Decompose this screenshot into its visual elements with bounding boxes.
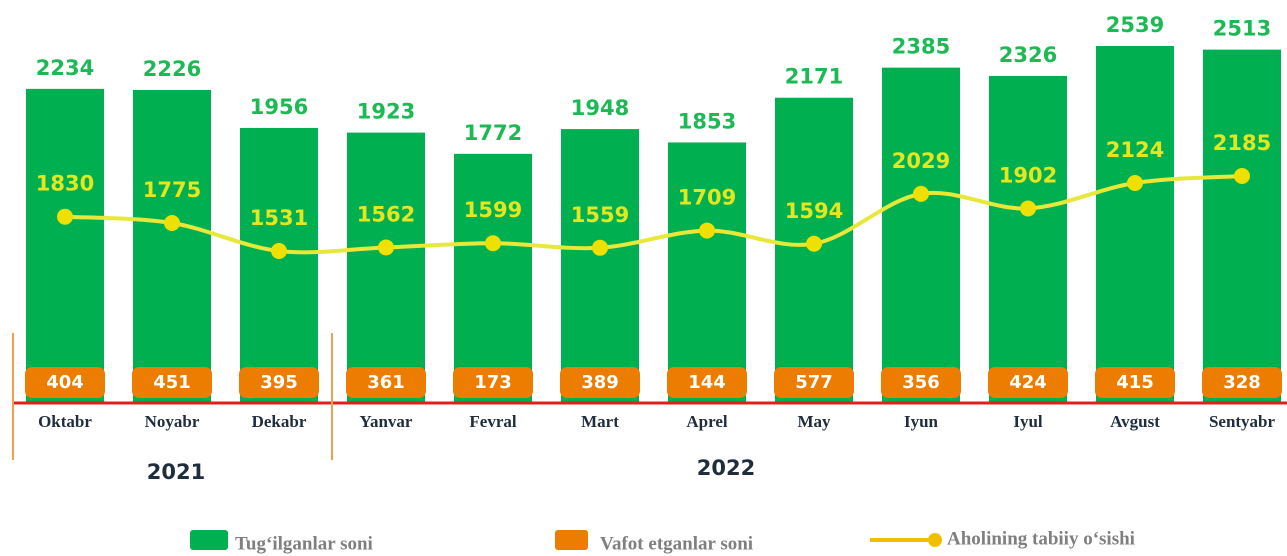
x-tick-label: Iyun [904, 412, 939, 431]
bar [561, 129, 639, 403]
legend-label: Aholining tabiiy o‘sishi [947, 528, 1135, 549]
bar-label: 2326 [999, 43, 1057, 67]
growth-line [64, 173, 1243, 255]
growth-point [592, 239, 608, 256]
growth-label: 2124 [1106, 138, 1164, 162]
growth-label: 1562 [357, 202, 415, 226]
x-tick-label: Avgust [1110, 412, 1160, 431]
x-tick-label: Aprel [686, 412, 728, 431]
death-box [1095, 367, 1175, 398]
growth-point [164, 215, 180, 232]
growth-point [485, 235, 501, 252]
bar-label: 2539 [1106, 13, 1164, 37]
bar [26, 88, 104, 404]
bar [882, 67, 960, 404]
growth-point [1234, 167, 1250, 184]
growth-label: 1531 [250, 206, 308, 230]
growth-label: 1830 [36, 172, 94, 196]
death-box [774, 367, 854, 398]
death-label: 404 [46, 372, 84, 393]
bar-label: 1948 [571, 96, 629, 120]
death-box [667, 367, 747, 398]
x-tick-label: Sentyabr [1209, 412, 1276, 431]
death-box [239, 367, 319, 398]
bar [347, 132, 425, 403]
death-box [560, 367, 640, 398]
death-box [132, 367, 212, 398]
x-tick-label: Dekabr [252, 412, 307, 431]
bar-label: 2513 [1213, 17, 1271, 41]
x-tick-label: Iyul [1013, 412, 1043, 431]
bar-label: 2226 [143, 57, 201, 81]
death-label: 356 [902, 372, 940, 393]
legend-swatch [555, 530, 588, 550]
bar [240, 127, 318, 403]
death-box [988, 367, 1068, 398]
bar-label: 1956 [250, 95, 308, 119]
bar [668, 142, 746, 403]
growth-label: 2029 [892, 149, 950, 173]
x-tick-label: Fevral [469, 412, 516, 431]
growth-point [1020, 200, 1036, 217]
death-label: 361 [367, 372, 405, 393]
legend-swatch [928, 533, 942, 547]
growth-label: 2185 [1213, 131, 1271, 155]
death-box [453, 367, 533, 398]
growth-label: 1709 [678, 186, 736, 210]
bar-label: 2234 [36, 56, 94, 80]
death-label: 577 [795, 372, 833, 393]
death-label: 415 [1116, 372, 1154, 393]
bar [1203, 49, 1281, 403]
group-label: 2022 [697, 456, 755, 480]
growth-point [913, 185, 929, 202]
bar [133, 89, 211, 404]
death-label: 144 [688, 372, 726, 393]
growth-label: 1559 [571, 203, 629, 227]
bar [989, 75, 1067, 403]
bar-label: 2171 [785, 65, 843, 89]
growth-label: 1594 [785, 199, 843, 223]
x-tick-label: Yanvar [360, 412, 413, 431]
x-tick-label: Noyabr [145, 412, 200, 431]
growth-point [1127, 174, 1143, 191]
growth-point [57, 208, 73, 225]
death-box [1202, 367, 1282, 398]
bar-label: 1853 [678, 109, 736, 133]
death-box [346, 367, 426, 398]
x-tick-label: May [797, 412, 831, 431]
death-box [25, 367, 105, 398]
bar [1096, 45, 1174, 404]
growth-point [378, 239, 394, 256]
death-label: 173 [474, 372, 512, 393]
x-tick-label: Mart [581, 412, 619, 431]
death-label: 328 [1223, 372, 1261, 393]
growth-label: 1902 [999, 163, 1057, 187]
legend-label: Tug‘ilganlar soni [235, 533, 373, 554]
bar-label: 1772 [464, 121, 522, 145]
legend-label: Vafot etganlar soni [600, 533, 753, 554]
bar-label: 1923 [357, 100, 415, 124]
growth-label: 1775 [143, 178, 201, 202]
group-label: 2021 [147, 460, 205, 484]
death-label: 395 [260, 372, 298, 393]
growth-point [699, 222, 715, 239]
growth-point [806, 235, 822, 252]
x-tick-label: Oktabr [38, 412, 92, 431]
bar [454, 153, 532, 403]
death-label: 451 [153, 372, 191, 393]
death-label: 424 [1009, 372, 1047, 393]
growth-point [271, 243, 287, 260]
growth-label: 1599 [464, 198, 522, 222]
death-box [881, 367, 961, 398]
death-label: 389 [581, 372, 619, 393]
legend-swatch [190, 530, 228, 550]
bar-label: 2385 [892, 35, 950, 59]
